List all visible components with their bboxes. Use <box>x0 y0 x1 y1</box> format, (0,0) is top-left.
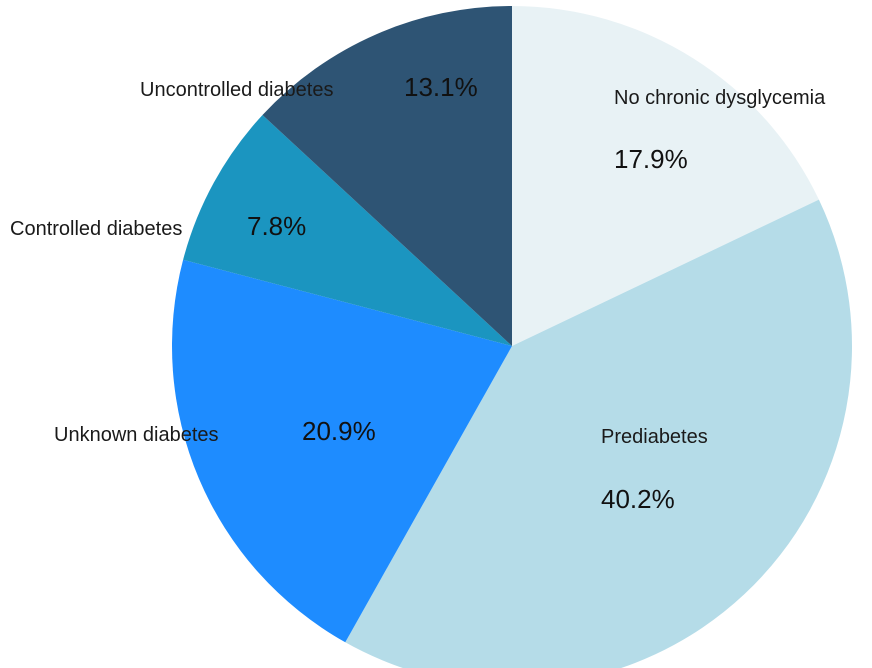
slice-value-controlled-diabetes: 7.8% <box>247 211 306 241</box>
pie-slice-no-chronic-dysglycemia <box>512 6 819 346</box>
slice-value-prediabetes: 40.2% <box>601 484 675 514</box>
pie-slice-controlled-diabetes <box>183 115 513 347</box>
pie-slice-unknown-diabetes <box>171 259 512 643</box>
slice-value-uncontrolled-diabetes: 13.1% <box>404 72 478 102</box>
slice-value-unknown-diabetes: 20.9% <box>302 416 376 446</box>
pie-slice-prediabetes <box>345 199 852 668</box>
labels-layer: No chronic dysglycemia 17.9% Prediabetes 40… <box>10 72 826 514</box>
slice-label-controlled-diabetes: Controlled diabetes <box>10 218 182 240</box>
pie-slice-uncontrolled-diabetes <box>262 6 512 346</box>
slice-label-unknown-diabetes: Unknown diabetes <box>54 424 219 446</box>
slice-label-no-chronic-dysglycemia: No chronic dysglycemia <box>614 87 826 109</box>
slices-layer <box>171 6 852 668</box>
slice-label-prediabetes: Prediabetes <box>601 426 708 448</box>
slice-value-no-chronic-dysglycemia: 17.9% <box>614 144 688 174</box>
slice-label-uncontrolled-diabetes: Uncontrolled diabetes <box>140 79 333 101</box>
